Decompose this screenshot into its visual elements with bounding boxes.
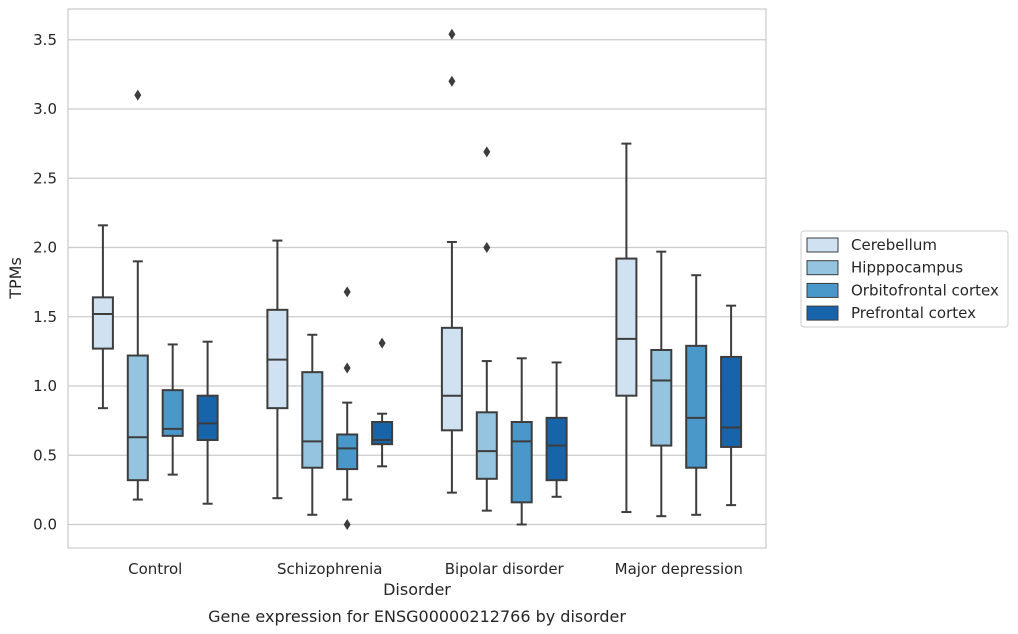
box-schizophrenia-orbitofrontal-cortex — [336, 286, 359, 530]
outlier-point — [448, 28, 456, 40]
box-iqr — [440, 326, 463, 432]
x-tick-label: Control — [128, 560, 182, 578]
box-iqr — [650, 348, 673, 447]
y-axis-label: TPMs — [6, 257, 25, 300]
y-tick-label: 1.0 — [33, 377, 57, 395]
box-major-depression-orbitofrontal-cortex — [685, 274, 708, 516]
box-major-depression-prefrontal-cortex — [720, 304, 743, 507]
box-iqr — [301, 371, 324, 469]
outlier-point — [343, 519, 351, 530]
box-schizophrenia-prefrontal-cortex — [371, 337, 394, 468]
box-bipolar-disorder-prefrontal-cortex — [545, 361, 568, 498]
box-iqr — [161, 389, 184, 437]
box-control-prefrontal-cortex — [196, 340, 219, 505]
outlier-point — [134, 89, 142, 101]
legend-label: Orbitofrontal cortex — [851, 281, 999, 299]
plot-area — [91, 28, 743, 530]
y-axis-ticks: 0.0 0.5 1.0 1.5 2.0 2.5 3.0 3.5 — [33, 31, 57, 534]
legend-swatch — [806, 305, 839, 321]
outlier-point — [483, 146, 491, 158]
box-iqr — [91, 296, 114, 350]
box-control-hipppocampus — [126, 89, 149, 501]
outlier-point — [448, 75, 456, 87]
outlier-point — [483, 242, 491, 253]
box-major-depression-hipppocampus — [650, 250, 673, 518]
outlier-point — [378, 337, 386, 349]
legend-swatch — [806, 260, 839, 276]
box-iqr — [371, 421, 394, 446]
box-bipolar-disorder-cerebellum — [440, 28, 463, 494]
legend-swatch — [806, 282, 839, 298]
x-axis-label: Disorder — [383, 580, 451, 599]
legend-frame — [800, 230, 1009, 328]
y-tick-label: 2.5 — [33, 169, 57, 187]
legend-label: Cerebellum — [851, 236, 937, 254]
box-control-orbitofrontal-cortex — [161, 343, 184, 476]
legend-swatch — [806, 237, 839, 253]
legend-label: Prefrontal cortex — [851, 304, 976, 322]
y-tick-label: 3.5 — [33, 31, 57, 49]
box-iqr — [545, 416, 568, 482]
box-iqr — [615, 257, 638, 397]
y-tick-label: 1.5 — [33, 308, 57, 326]
box-control-cerebellum — [91, 224, 114, 410]
y-tick-label: 2.0 — [33, 239, 57, 257]
outlier-point — [343, 362, 351, 374]
box-iqr — [126, 354, 149, 482]
x-tick-label: Schizophrenia — [277, 560, 382, 578]
outlier-point — [343, 286, 351, 298]
x-axis-ticks: Control Schizophrenia Bipolar disorder Majo… — [128, 560, 743, 578]
grid-lines — [68, 39, 766, 526]
box-bipolar-disorder-hipppocampus — [475, 146, 498, 512]
box-iqr — [720, 355, 743, 448]
legend: Cerebellum Hipppocampus Orbitofrontal cort… — [800, 230, 1009, 328]
box-iqr — [475, 411, 498, 480]
box-schizophrenia-cerebellum — [266, 239, 289, 500]
y-tick-label: 0.0 — [33, 516, 57, 534]
x-tick-label: Major depression — [615, 560, 743, 578]
box-iqr — [196, 394, 219, 442]
legend-label: Hipppocampus — [851, 259, 963, 277]
box-iqr — [510, 421, 533, 504]
chart-caption: Gene expression for ENSG00000212766 by d… — [208, 607, 626, 626]
box-bipolar-disorder-orbitofrontal-cortex — [510, 357, 533, 526]
plot-frame — [67, 8, 767, 549]
box-iqr — [336, 433, 359, 471]
x-tick-label: Bipolar disorder — [445, 560, 565, 578]
y-tick-label: 0.5 — [33, 446, 57, 464]
box-major-depression-cerebellum — [615, 142, 638, 514]
box-schizophrenia-hipppocampus — [301, 333, 324, 516]
y-tick-label: 3.0 — [33, 100, 57, 118]
box-iqr — [685, 344, 708, 469]
